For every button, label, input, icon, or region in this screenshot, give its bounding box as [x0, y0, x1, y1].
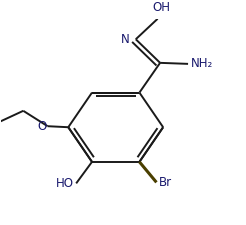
Text: N: N: [121, 33, 130, 46]
Text: HO: HO: [56, 177, 74, 190]
Text: OH: OH: [152, 1, 170, 14]
Text: O: O: [37, 120, 46, 133]
Text: Br: Br: [159, 176, 172, 189]
Text: NH₂: NH₂: [190, 57, 213, 70]
